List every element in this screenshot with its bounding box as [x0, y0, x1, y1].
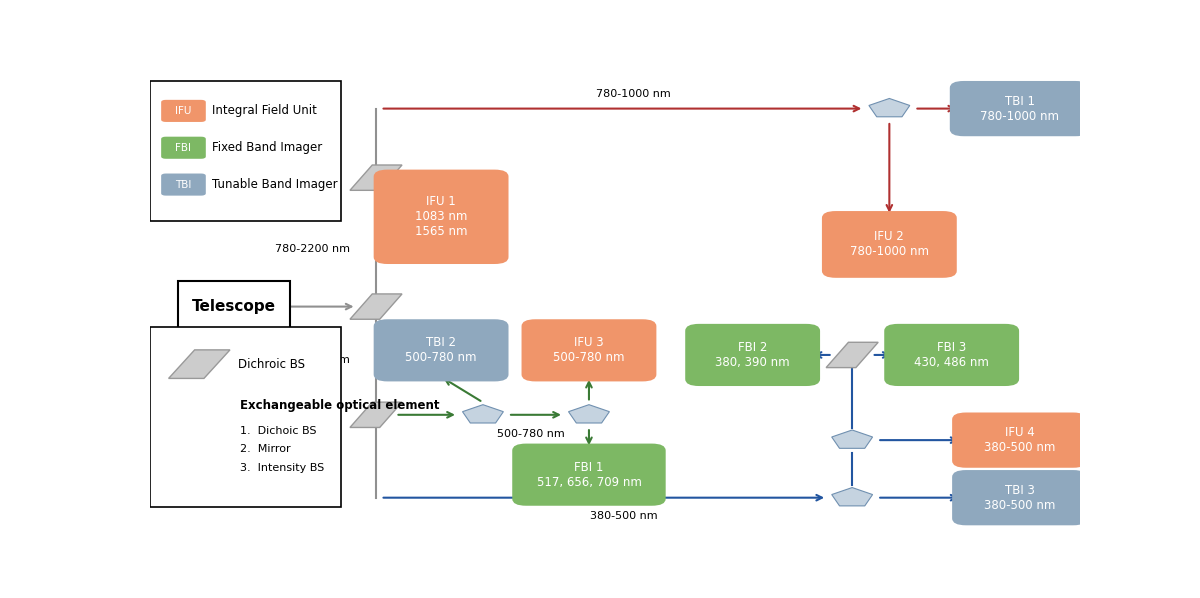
FancyBboxPatch shape: [373, 170, 509, 264]
FancyBboxPatch shape: [512, 444, 666, 506]
FancyBboxPatch shape: [373, 319, 509, 382]
FancyBboxPatch shape: [161, 137, 206, 159]
Text: IFU 2
780-1000 nm: IFU 2 780-1000 nm: [850, 230, 929, 258]
FancyBboxPatch shape: [161, 173, 206, 196]
Polygon shape: [869, 99, 910, 117]
Text: IFU: IFU: [175, 106, 192, 116]
Text: TBI 2
500-780 nm: TBI 2 500-780 nm: [406, 336, 476, 364]
Text: Exchangeable optical element: Exchangeable optical element: [240, 399, 439, 412]
Polygon shape: [832, 487, 872, 506]
Text: IFU 1
1083 nm
1565 nm: IFU 1 1083 nm 1565 nm: [415, 196, 467, 239]
FancyBboxPatch shape: [150, 327, 341, 507]
Text: 500-780 nm: 500-780 nm: [498, 429, 565, 438]
Text: Integral Field Unit: Integral Field Unit: [212, 105, 317, 117]
Polygon shape: [350, 165, 402, 190]
Text: 780-1000 nm: 780-1000 nm: [596, 89, 671, 99]
Text: TBI 1
780-1000 nm: TBI 1 780-1000 nm: [980, 94, 1060, 123]
Text: 1.  Dichoic BS: 1. Dichoic BS: [240, 426, 317, 436]
Text: TBI 3
380-500 nm: TBI 3 380-500 nm: [984, 484, 1055, 512]
Text: IFU 3
500-780 nm: IFU 3 500-780 nm: [553, 336, 625, 364]
Polygon shape: [462, 405, 503, 423]
Text: FBI 1
517, 656, 709 nm: FBI 1 517, 656, 709 nm: [536, 460, 641, 489]
FancyBboxPatch shape: [952, 470, 1087, 525]
FancyBboxPatch shape: [884, 324, 1019, 386]
Text: 1000-2200 nm: 1000-2200 nm: [415, 230, 497, 240]
FancyBboxPatch shape: [522, 319, 656, 382]
FancyBboxPatch shape: [952, 413, 1087, 468]
Text: Fixed Band Imager: Fixed Band Imager: [212, 141, 323, 154]
Polygon shape: [350, 294, 402, 319]
Text: TBI: TBI: [175, 179, 192, 190]
Text: 3.  Intensity BS: 3. Intensity BS: [240, 463, 324, 473]
FancyBboxPatch shape: [950, 81, 1090, 136]
FancyBboxPatch shape: [822, 211, 956, 278]
Polygon shape: [826, 342, 878, 368]
Polygon shape: [169, 405, 229, 431]
Text: 2.  Mirror: 2. Mirror: [240, 444, 290, 454]
Text: FBI: FBI: [175, 143, 192, 152]
Polygon shape: [350, 402, 402, 428]
Text: FBI 3
430, 486 nm: FBI 3 430, 486 nm: [914, 341, 989, 369]
Text: IFU 4
380-500 nm: IFU 4 380-500 nm: [984, 426, 1055, 454]
FancyBboxPatch shape: [150, 81, 341, 221]
Text: Dichroic BS: Dichroic BS: [239, 358, 305, 371]
Text: Tunable Band Imager: Tunable Band Imager: [212, 178, 338, 191]
FancyBboxPatch shape: [178, 281, 289, 332]
Polygon shape: [832, 430, 872, 448]
FancyBboxPatch shape: [685, 324, 820, 386]
Text: 380-500 nm: 380-500 nm: [590, 511, 658, 521]
Text: 780-2200 nm: 780-2200 nm: [275, 244, 350, 254]
Polygon shape: [168, 350, 230, 379]
Text: FBI 2
380, 390 nm: FBI 2 380, 390 nm: [715, 341, 790, 369]
Text: Telescope: Telescope: [192, 299, 276, 314]
Polygon shape: [569, 405, 610, 423]
Text: 380-780 nm: 380-780 nm: [282, 355, 350, 365]
FancyBboxPatch shape: [161, 100, 206, 122]
